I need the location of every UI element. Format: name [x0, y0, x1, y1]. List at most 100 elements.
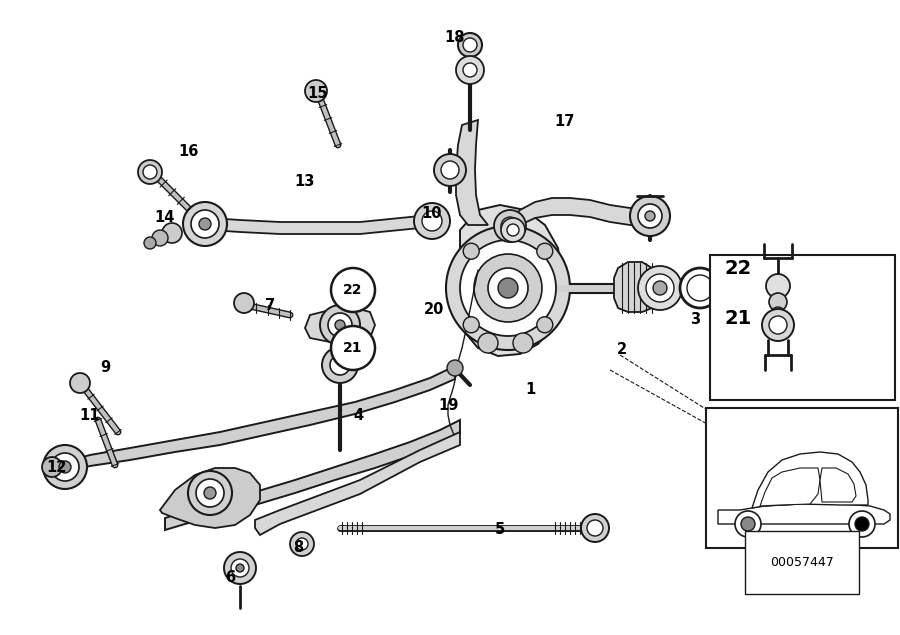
Polygon shape	[614, 262, 658, 312]
Text: 9: 9	[100, 361, 110, 375]
Circle shape	[143, 165, 157, 179]
Circle shape	[855, 517, 869, 531]
Text: 21: 21	[343, 341, 363, 355]
Text: 20: 20	[424, 302, 445, 318]
Circle shape	[43, 445, 87, 489]
Circle shape	[488, 268, 528, 308]
Circle shape	[463, 38, 477, 52]
Circle shape	[204, 487, 216, 499]
Circle shape	[498, 278, 518, 298]
Circle shape	[741, 517, 755, 531]
Circle shape	[638, 204, 662, 228]
Circle shape	[196, 479, 224, 507]
Text: 10: 10	[422, 206, 442, 220]
Circle shape	[501, 218, 525, 242]
Text: 19: 19	[437, 398, 458, 413]
Circle shape	[513, 333, 533, 353]
Circle shape	[474, 254, 542, 322]
Circle shape	[441, 161, 459, 179]
Circle shape	[687, 275, 713, 301]
Circle shape	[507, 224, 519, 236]
Circle shape	[70, 373, 90, 393]
Circle shape	[536, 243, 553, 259]
Text: 3: 3	[690, 312, 700, 328]
Circle shape	[231, 559, 249, 577]
Text: 16: 16	[178, 145, 198, 159]
Circle shape	[290, 532, 314, 556]
Circle shape	[581, 514, 609, 542]
Circle shape	[769, 293, 787, 311]
Text: 18: 18	[445, 30, 465, 46]
Bar	[706, 408, 898, 548]
Text: 2: 2	[616, 342, 627, 358]
Circle shape	[494, 210, 526, 242]
Circle shape	[188, 471, 232, 515]
Polygon shape	[760, 468, 820, 506]
Circle shape	[849, 511, 875, 537]
Text: 12: 12	[47, 460, 68, 476]
Circle shape	[501, 217, 519, 235]
Polygon shape	[454, 205, 562, 356]
Text: 15: 15	[308, 86, 328, 100]
Circle shape	[138, 160, 162, 184]
Polygon shape	[510, 198, 650, 232]
Circle shape	[766, 274, 790, 298]
Text: 8: 8	[292, 540, 303, 556]
Polygon shape	[210, 215, 430, 234]
Circle shape	[305, 80, 327, 102]
Polygon shape	[820, 468, 856, 502]
Circle shape	[653, 281, 667, 295]
Circle shape	[769, 316, 787, 334]
Text: 22: 22	[724, 258, 752, 277]
Text: 17: 17	[554, 114, 575, 130]
Text: 11: 11	[80, 408, 100, 422]
Circle shape	[236, 564, 244, 572]
Circle shape	[144, 237, 156, 249]
Circle shape	[536, 317, 553, 333]
Text: 5: 5	[495, 523, 505, 537]
Polygon shape	[165, 420, 460, 530]
Circle shape	[630, 196, 670, 236]
Text: 4: 4	[353, 408, 363, 422]
Text: 14: 14	[155, 210, 176, 225]
Circle shape	[224, 552, 256, 584]
Circle shape	[460, 240, 556, 336]
Polygon shape	[65, 366, 455, 473]
Circle shape	[680, 268, 720, 308]
Circle shape	[322, 347, 358, 383]
Circle shape	[335, 320, 345, 330]
Polygon shape	[718, 504, 890, 524]
Circle shape	[478, 333, 498, 353]
Circle shape	[191, 210, 219, 238]
Circle shape	[771, 307, 785, 321]
Circle shape	[59, 461, 71, 473]
Circle shape	[456, 56, 484, 84]
Circle shape	[183, 202, 227, 246]
Text: 22: 22	[343, 283, 363, 297]
Circle shape	[735, 511, 761, 537]
Circle shape	[328, 313, 352, 337]
Circle shape	[434, 154, 466, 186]
Text: 21: 21	[724, 309, 752, 328]
Circle shape	[234, 293, 254, 313]
Circle shape	[296, 538, 308, 550]
Circle shape	[645, 211, 655, 221]
Circle shape	[638, 266, 682, 310]
Circle shape	[446, 226, 570, 350]
Polygon shape	[305, 308, 375, 342]
Circle shape	[320, 305, 360, 345]
Circle shape	[51, 453, 79, 481]
Circle shape	[463, 63, 477, 77]
Text: 1: 1	[525, 382, 535, 398]
Polygon shape	[255, 432, 460, 535]
Circle shape	[447, 360, 463, 376]
Circle shape	[152, 230, 168, 246]
Circle shape	[414, 203, 450, 239]
Circle shape	[587, 520, 603, 536]
Polygon shape	[160, 468, 260, 528]
Circle shape	[199, 218, 211, 230]
Text: 7: 7	[265, 298, 275, 312]
Circle shape	[331, 268, 375, 312]
Bar	[710, 255, 895, 400]
Circle shape	[458, 33, 482, 57]
